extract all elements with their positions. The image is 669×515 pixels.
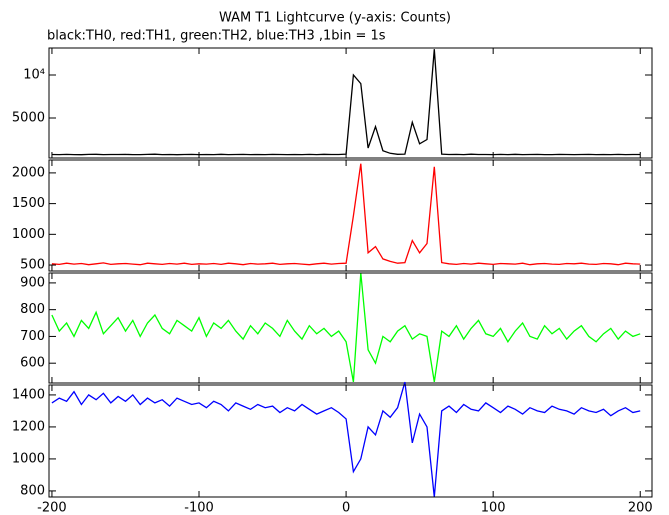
panel-frame	[48, 47, 653, 159]
y-tick-label: 700	[20, 329, 45, 344]
y-tick-label: 10⁴	[23, 68, 45, 83]
y-tick-label: 1400	[12, 387, 45, 402]
x-tick-label: -200	[37, 501, 67, 515]
panel-frame	[48, 384, 653, 498]
lightcurve	[51, 163, 641, 266]
panel-frame	[48, 272, 653, 384]
y-tick-label: 600	[20, 356, 45, 371]
chart-subtitle: black:TH0, red:TH1, green:TH2, blue:TH3 …	[47, 29, 386, 44]
lightcurve	[51, 381, 641, 498]
lightcurve	[51, 49, 641, 156]
panel-frame	[48, 159, 653, 272]
y-tick-label: 1500	[12, 196, 45, 211]
x-tick-label: 200	[628, 501, 653, 515]
x-tick-label: -100	[184, 501, 214, 515]
lightcurve	[51, 272, 641, 383]
y-tick-label: 2000	[12, 165, 45, 180]
y-tick-label: 5000	[12, 111, 45, 126]
x-tick-label: 0	[342, 501, 350, 515]
y-tick-label: 1000	[12, 227, 45, 242]
y-tick-label: 900	[20, 275, 45, 290]
x-tick-label: 100	[481, 501, 506, 515]
y-tick-label: 1000	[12, 451, 45, 466]
y-tick-label: 800	[20, 483, 45, 498]
y-tick-label: 1200	[12, 419, 45, 434]
y-tick-label: 800	[20, 302, 45, 317]
chart-title: WAM T1 Lightcurve (y-axis: Counts)	[219, 11, 451, 26]
y-tick-label: 500	[20, 258, 45, 273]
